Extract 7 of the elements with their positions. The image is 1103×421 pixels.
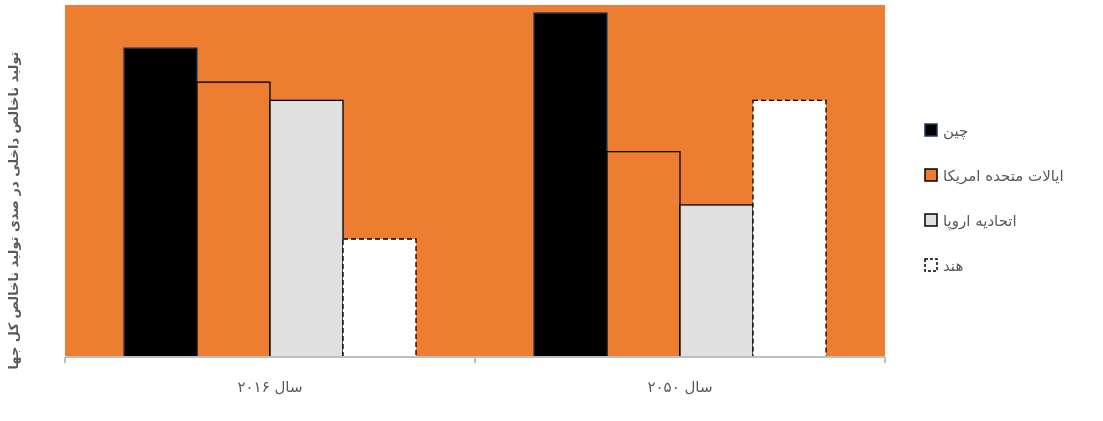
legend-label: اتحادیه اروپا [943, 212, 1017, 231]
legend-label: ایالات متحده امریکا [943, 167, 1064, 185]
legend-label: هند [943, 257, 964, 275]
x-tick-label: سال ۲۰۱۶ [237, 378, 303, 396]
x-tick-label: سال ۲۰۵۰ [647, 378, 713, 396]
legend-label: چین [943, 122, 969, 140]
y-axis-title: تولید ناخالص داخلی در صدی تولید ناخالص کل جها [6, 51, 21, 370]
